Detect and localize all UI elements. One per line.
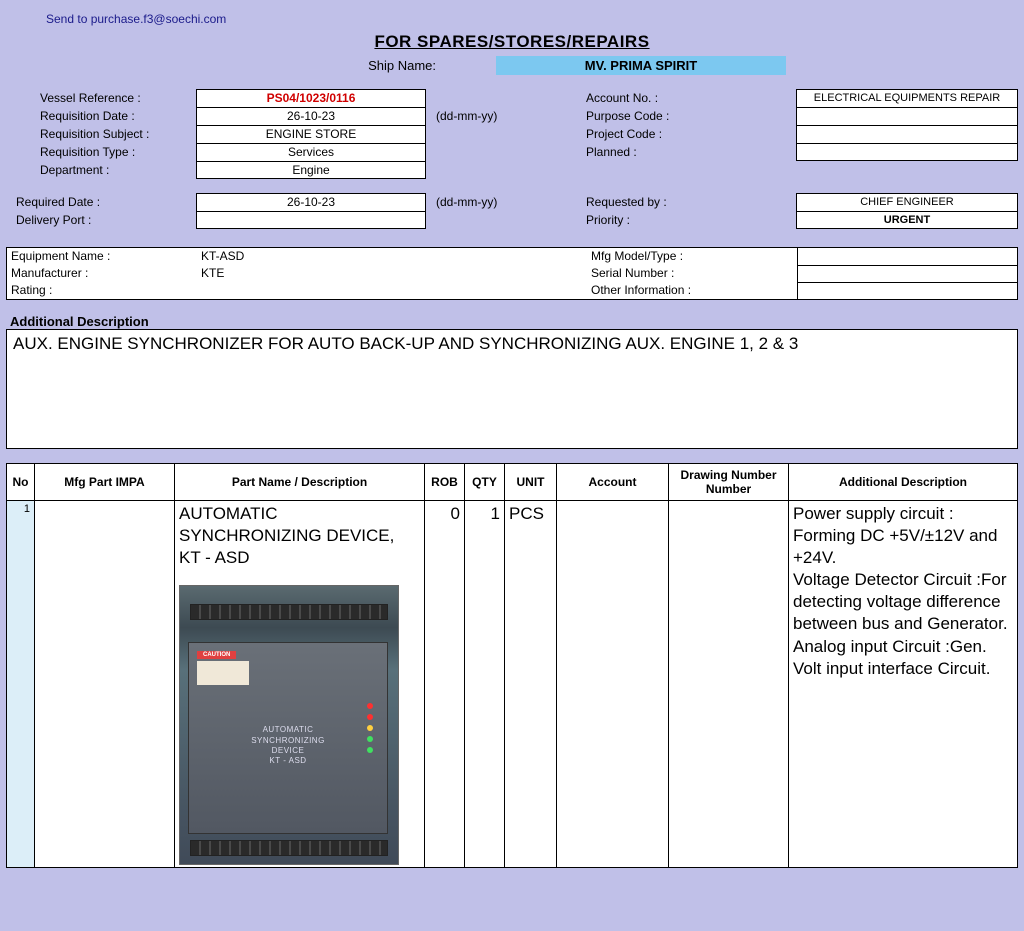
device-photo: CAUTION AUTOMATIC SYNCHRONIZING DEVICE K… [179,585,399,865]
req-subject-label: Requisition Subject : [6,125,196,143]
required-date-value: 26-10-23 [196,193,426,211]
model-label: Mfg Model/Type : [587,248,797,265]
planned-label: Planned : [586,143,796,161]
req-date-label: Requisition Date : [6,107,196,125]
manufacturer-value: KTE [197,265,587,282]
th-account: Account [557,464,669,501]
req-subject-value: ENGINE STORE [196,125,426,143]
th-impa: Mfg Part IMPA [35,464,175,501]
delivery-port-value [196,211,426,229]
purpose-value [796,107,1018,125]
additional-desc-heading: Additional Description [6,314,1018,329]
ship-name-value: MV. PRIMA SPIRIT [496,56,786,75]
delivery-port-label: Delivery Port : [6,211,196,229]
terminal-strip-bottom [190,840,388,856]
req-type-label: Requisition Type : [6,143,196,161]
date-hint-1: (dd-mm-yy) [426,107,497,125]
terminal-strip-top [190,604,388,620]
project-value [796,125,1018,143]
send-to-line: Send to purchase.f3@soechi.com [6,6,1018,32]
th-drawing: Drawing Number Number [669,464,789,501]
priority-label: Priority : [586,211,796,229]
device-panel: CAUTION AUTOMATIC SYNCHRONIZING DEVICE K… [188,642,388,834]
purpose-label: Purpose Code : [586,107,796,125]
cell-addl: Power supply circuit : Forming DC +5V/±1… [789,501,1018,868]
equip-name-value: KT-ASD [197,248,587,265]
date-hint-2: (dd-mm-yy) [426,193,497,211]
cell-impa [35,501,175,868]
planned-value [796,143,1018,161]
account-no-value: ELECTRICAL EQUIPMENTS REPAIR [796,89,1018,107]
form-block-1: Vessel Reference : PS04/1023/0116 Requis… [6,89,1018,179]
priority-value: URGENT [796,211,1018,229]
dept-value: Engine [196,161,426,179]
form-block-2: Required Date : 26-10-23 (dd-mm-yy) Deli… [6,193,1018,229]
th-qty: QTY [465,464,505,501]
led-strip [367,703,373,753]
requested-by-label: Requested by : [586,193,796,211]
led-icon [367,736,373,742]
cell-account [557,501,669,868]
account-no-label: Account No. : [586,89,796,107]
additional-desc-box: AUX. ENGINE SYNCHRONIZER FOR AUTO BACK-U… [6,329,1018,449]
page-title: FOR SPARES/STORES/REPAIRS [6,32,1018,52]
rating-label: Rating : [7,282,197,299]
cell-unit: PCS [505,501,557,868]
led-icon [367,725,373,731]
rating-value [197,282,587,299]
table-row: 1 AUTOMATIC SYNCHRONIZING DEVICE, KT - A… [7,501,1018,868]
device-text: AUTOMATIC SYNCHRONIZING DEVICE KT - ASD [189,725,387,767]
required-date-label: Required Date : [6,193,196,211]
th-part: Part Name / Description [175,464,425,501]
equipment-box: Equipment Name : KT-ASD Manufacturer : K… [6,247,1018,300]
requested-by-value: CHIEF ENGINEER [796,193,1018,211]
cell-drawing [669,501,789,868]
items-table: No Mfg Part IMPA Part Name / Description… [6,463,1018,868]
caution-plate [197,661,249,685]
serial-value [797,265,1017,282]
project-label: Project Code : [586,125,796,143]
th-unit: UNIT [505,464,557,501]
vessel-ref-value: PS04/1023/0116 [196,89,426,107]
cell-qty: 1 [465,501,505,868]
ship-name-label: Ship Name: [6,58,496,73]
cell-part: AUTOMATIC SYNCHRONIZING DEVICE, KT - ASD… [175,501,425,868]
vessel-ref-label: Vessel Reference : [6,89,196,107]
caution-label: CAUTION [197,651,236,659]
cell-rob: 0 [425,501,465,868]
th-no: No [7,464,35,501]
equip-name-label: Equipment Name : [7,248,197,265]
manufacturer-label: Manufacturer : [7,265,197,282]
other-info-label: Other Information : [587,282,797,299]
led-icon [367,703,373,709]
other-info-value [797,282,1017,299]
ship-name-row: Ship Name: MV. PRIMA SPIRIT [6,56,1018,75]
req-date-value: 26-10-23 [196,107,426,125]
cell-no: 1 [7,501,35,868]
model-value [797,248,1017,265]
th-rob: ROB [425,464,465,501]
serial-label: Serial Number : [587,265,797,282]
th-addl: Additional Description [789,464,1018,501]
led-icon [367,747,373,753]
dept-label: Department : [6,161,196,179]
led-icon [367,714,373,720]
req-type-value: Services [196,143,426,161]
part-name-text: AUTOMATIC SYNCHRONIZING DEVICE, KT - ASD [179,503,420,569]
